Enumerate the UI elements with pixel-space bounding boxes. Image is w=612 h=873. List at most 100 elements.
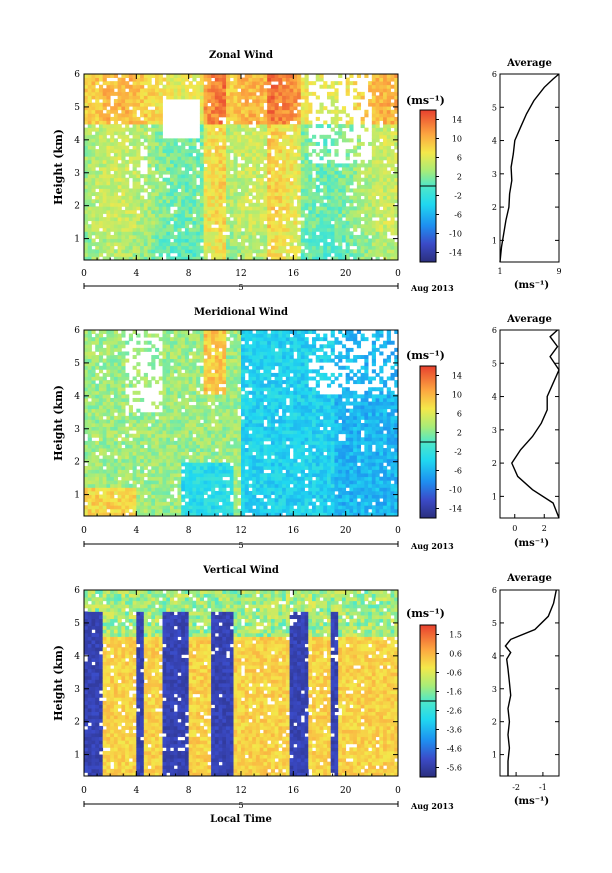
heatmap-cell xyxy=(95,206,100,211)
heatmap-cell xyxy=(267,109,272,114)
heatmap-cell xyxy=(151,242,156,247)
heatmap-cell xyxy=(158,462,163,467)
heatmap-cell xyxy=(323,152,328,157)
heatmap-cell xyxy=(87,473,92,478)
heatmap-cell xyxy=(184,231,190,236)
heatmap-cell xyxy=(184,347,190,352)
heatmap-cell xyxy=(386,181,391,186)
heatmap-cell xyxy=(87,209,92,214)
heatmap-cell xyxy=(95,376,100,381)
heatmap-cell xyxy=(326,152,332,157)
heatmap-cell xyxy=(233,131,238,136)
heatmap-cell xyxy=(84,184,89,189)
heatmap-cell xyxy=(87,181,92,186)
heatmap-cell xyxy=(330,138,335,143)
heatmap-cell xyxy=(162,192,167,197)
heatmap-cell xyxy=(259,192,264,197)
heatmap-cell xyxy=(132,116,137,121)
heatmap-cell xyxy=(147,74,152,78)
heatmap-cell xyxy=(214,202,219,207)
heatmap-cell xyxy=(128,448,133,453)
heatmap-cell xyxy=(121,202,126,207)
heatmap-cell xyxy=(132,113,137,118)
heatmap-cell xyxy=(132,109,137,114)
heatmap-cell xyxy=(166,138,171,143)
heatmap-cell xyxy=(297,127,302,132)
heatmap-cell xyxy=(106,167,111,171)
heatmap-cell xyxy=(226,74,231,78)
heatmap-cell xyxy=(386,102,391,107)
heatmap-cell xyxy=(360,170,365,175)
profile-frame xyxy=(499,73,560,263)
heatmap-cell xyxy=(132,202,137,207)
heatmap-cell xyxy=(323,209,328,214)
heatmap-cell xyxy=(84,102,89,107)
heatmap-cell xyxy=(91,231,96,236)
heatmap-cell xyxy=(390,245,395,250)
heatmap-cell xyxy=(274,156,279,161)
heatmap-cell xyxy=(91,351,96,356)
heatmap-cell xyxy=(181,145,186,150)
heatmap-cell xyxy=(323,167,328,171)
heatmap-cell xyxy=(274,77,279,82)
heatmap-cell xyxy=(166,347,171,352)
heatmap-cell xyxy=(117,355,122,360)
heatmap-cell xyxy=(304,152,309,157)
heatmap-cell xyxy=(151,333,156,338)
heatmap-cell xyxy=(293,195,298,200)
heatmap-cell xyxy=(203,88,208,93)
heatmap-cell xyxy=(169,192,175,197)
heatmap-cell xyxy=(128,159,133,164)
heatmap-cell xyxy=(84,405,89,410)
heatmap-cell xyxy=(222,213,227,218)
heatmap-cell xyxy=(128,91,133,96)
heatmap-cell xyxy=(91,340,96,345)
heatmap-cell xyxy=(166,351,171,356)
heatmap-cell xyxy=(128,455,133,460)
heatmap-cell xyxy=(110,220,115,225)
heatmap-cell xyxy=(353,174,358,179)
heatmap-cell xyxy=(192,242,197,247)
heatmap-cell xyxy=(360,188,365,193)
date-tick-label: 5 xyxy=(238,283,243,292)
heatmap-cell xyxy=(349,116,354,121)
heatmap-cell xyxy=(166,242,171,247)
heatmap-cell xyxy=(155,217,160,222)
heatmap-cell xyxy=(341,170,347,175)
heatmap-cell xyxy=(300,192,305,197)
heatmap-cell xyxy=(102,234,107,239)
heatmap-cell xyxy=(315,124,320,129)
heatmap-cell xyxy=(304,124,309,129)
heatmap-cell xyxy=(375,84,380,89)
heatmap-cell xyxy=(84,206,89,211)
heatmap-cell xyxy=(285,77,290,82)
heatmap-cell xyxy=(278,199,283,204)
heatmap-cell xyxy=(233,88,238,93)
heatmap-cell xyxy=(110,131,115,136)
heatmap-cell xyxy=(121,231,126,236)
heatmap-cell xyxy=(207,116,212,121)
profile-line xyxy=(499,73,560,263)
heatmap-cell xyxy=(106,405,111,410)
heatmap-cell xyxy=(102,433,107,438)
heatmap-cell xyxy=(181,149,186,154)
heatmap-cell xyxy=(125,494,130,499)
heatmap-cell xyxy=(162,138,167,143)
heatmap-cell xyxy=(356,242,362,247)
heatmap-cell xyxy=(323,120,328,125)
heatmap-cell xyxy=(151,440,156,445)
heatmap-cell xyxy=(84,383,89,388)
heatmap-cell xyxy=(136,362,141,367)
heatmap-cell xyxy=(113,227,119,232)
heatmap-cell xyxy=(375,227,380,232)
heatmap-cell xyxy=(173,149,178,154)
heatmap-cell xyxy=(181,330,186,334)
heatmap-cell xyxy=(360,192,365,197)
heatmap-cell xyxy=(207,124,212,129)
heatmap-cell xyxy=(106,109,111,114)
heatmap-cell xyxy=(162,149,167,154)
heatmap-cell xyxy=(110,145,115,150)
heatmap-cell xyxy=(375,238,380,243)
heatmap-cell xyxy=(229,245,234,250)
heatmap-cell xyxy=(140,99,145,104)
